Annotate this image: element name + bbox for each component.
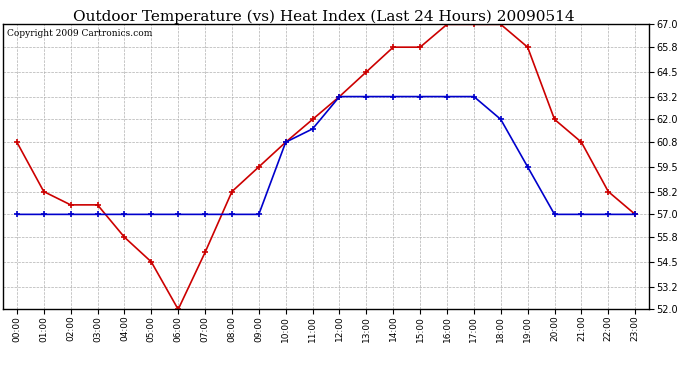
Text: Copyright 2009 Cartronics.com: Copyright 2009 Cartronics.com <box>7 28 152 38</box>
Text: Outdoor Temperature (vs) Heat Index (Last 24 Hours) 20090514: Outdoor Temperature (vs) Heat Index (Las… <box>74 9 575 24</box>
